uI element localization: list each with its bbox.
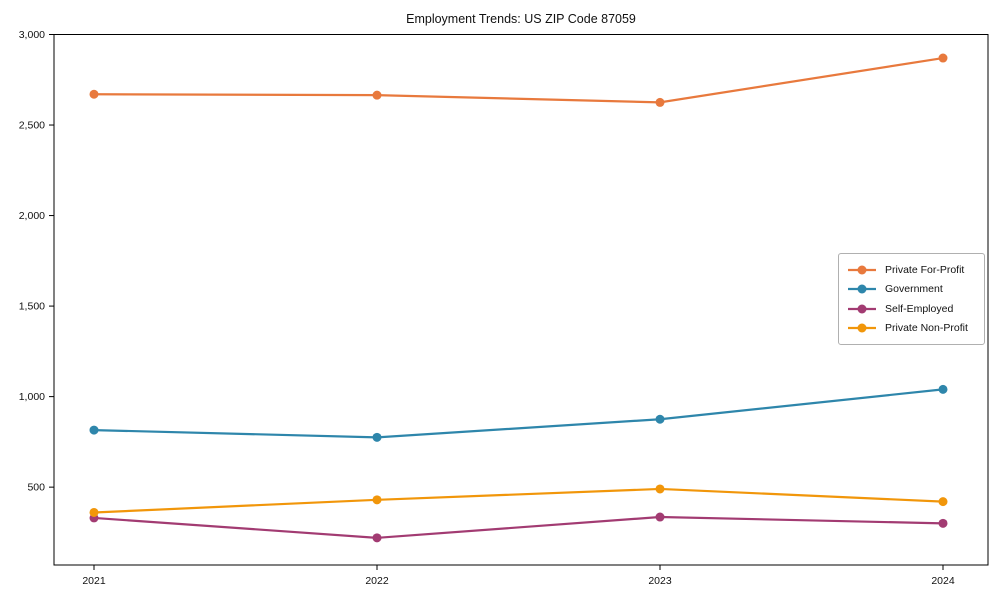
data-point-marker — [938, 384, 948, 394]
data-point-marker — [372, 90, 382, 100]
legend-label: Private For-Profit — [885, 263, 965, 276]
legend-line-marker-icon — [848, 284, 876, 294]
x-tick-label: 2021 — [82, 575, 106, 587]
y-tick-label: 500 — [27, 482, 45, 494]
y-tick-label: 2,500 — [19, 120, 45, 132]
plot-spines — [53, 34, 989, 566]
x-tick-label: 2022 — [365, 575, 389, 587]
data-point-marker — [938, 53, 948, 63]
legend-entry-private-non-profit: Private Non-Profit — [847, 319, 976, 338]
x-tick-label: 2023 — [648, 575, 672, 587]
legend-entry-private-for-profit: Private For-Profit — [847, 260, 976, 279]
legend-label: Private Non-Profit — [885, 322, 968, 335]
legend-entry-self-employed: Self-Employed — [847, 299, 976, 318]
chart-legend: Private For-Profit Government Self-Emplo… — [838, 253, 985, 345]
x-tick-label: 2024 — [931, 575, 955, 587]
data-point-marker — [655, 414, 665, 424]
legend-label: Government — [885, 283, 943, 296]
data-point-marker — [372, 432, 382, 442]
legend-entry-government: Government — [847, 280, 976, 299]
chart-title: Employment Trends: US ZIP Code 87059 — [406, 12, 636, 26]
y-tick-label: 3,000 — [19, 29, 45, 41]
series-line — [93, 56, 944, 104]
y-tick-label: 1,500 — [19, 301, 45, 313]
data-point-marker — [89, 425, 99, 435]
data-point-marker — [938, 497, 948, 507]
data-point-marker — [89, 507, 99, 517]
legend-line-marker-icon — [848, 304, 876, 314]
legend-line-marker-icon — [848, 323, 876, 333]
data-point-marker — [372, 533, 382, 543]
series-line — [93, 487, 944, 514]
legend-line-marker-icon — [848, 265, 876, 275]
data-point-marker — [655, 97, 665, 107]
series-line — [93, 388, 944, 439]
data-point-marker — [655, 484, 665, 494]
series-line — [93, 515, 944, 539]
y-tick-label: 2,000 — [19, 210, 45, 222]
legend-label: Self-Employed — [885, 302, 954, 315]
data-point-marker — [655, 512, 665, 522]
data-point-marker — [938, 518, 948, 528]
y-tick-label: 1,000 — [19, 391, 45, 403]
data-point-marker — [372, 495, 382, 505]
data-point-marker — [89, 89, 99, 99]
